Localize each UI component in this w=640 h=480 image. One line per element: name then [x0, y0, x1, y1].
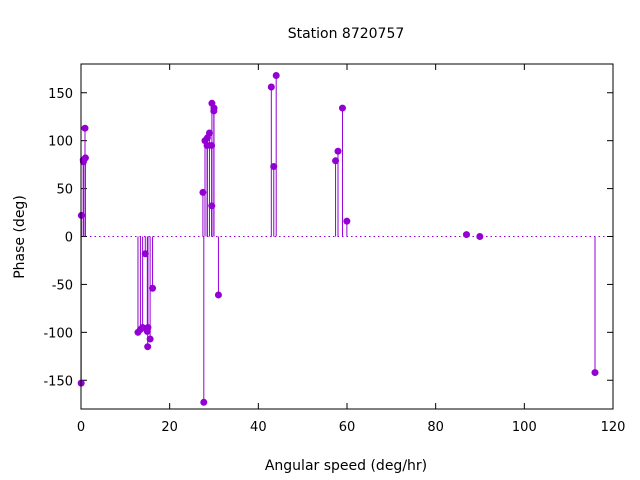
x-tick-label: 120 — [601, 420, 626, 435]
x-tick-label: 20 — [161, 420, 178, 435]
data-point — [141, 250, 149, 258]
y-tick-label: 0 — [65, 231, 73, 246]
data-point — [210, 104, 218, 112]
data-point — [144, 343, 152, 351]
data-point — [81, 154, 89, 162]
x-tick-label: 0 — [77, 420, 85, 435]
data-point — [334, 147, 342, 155]
data-point — [144, 324, 152, 332]
data-point — [343, 217, 351, 225]
data-point — [149, 284, 157, 292]
x-tick-label: 100 — [512, 420, 537, 435]
chart-title: Station 8720757 — [288, 26, 405, 42]
y-tick-label: 50 — [56, 183, 73, 198]
y-tick-label: -50 — [52, 278, 73, 293]
data-point — [208, 202, 216, 210]
data-point — [81, 124, 89, 132]
y-axis-label: Phase (deg) — [12, 195, 28, 279]
data-point — [270, 163, 278, 171]
y-tick-label: 100 — [48, 135, 73, 150]
data-point — [199, 188, 207, 196]
plot-frame — [80, 63, 614, 410]
y-tick-label: -100 — [43, 326, 73, 341]
x-tick-label: 60 — [339, 420, 356, 435]
data-point — [205, 129, 213, 137]
data-point — [338, 104, 346, 112]
data-point — [332, 157, 340, 165]
x-axis-label: Angular speed (deg/hr) — [265, 458, 427, 474]
data-point — [476, 233, 484, 240]
y-tick-label: 150 — [48, 87, 73, 102]
data-point — [214, 291, 222, 299]
y-tick-label: -150 — [43, 374, 73, 389]
data-point — [591, 369, 599, 377]
data-point — [146, 335, 154, 343]
data-point — [462, 231, 470, 239]
data-point — [267, 83, 275, 91]
data-point — [208, 141, 216, 149]
data-point — [272, 72, 280, 79]
data-point — [139, 324, 147, 332]
data-point — [200, 398, 208, 406]
x-tick-label: 80 — [427, 420, 444, 435]
x-tick-label: 40 — [250, 420, 267, 435]
